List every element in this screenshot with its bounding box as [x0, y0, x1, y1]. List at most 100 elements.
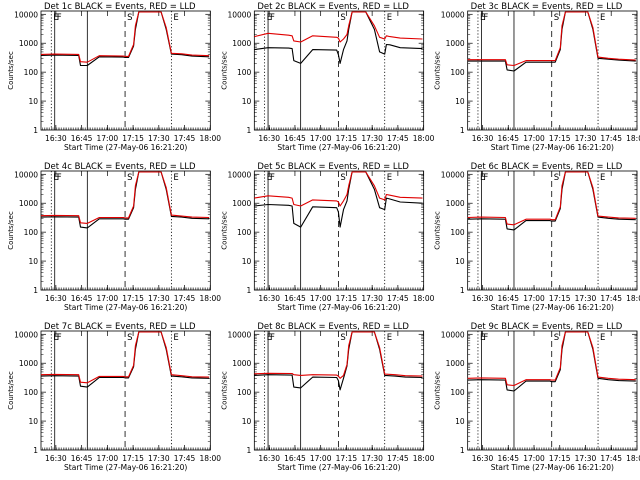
x-tick-label: 17:30: [148, 454, 170, 463]
y-tick-label: 1000: [19, 199, 38, 208]
y-tick-label: 10000: [14, 330, 38, 339]
detector-panel-1: Det 1c BLACK = Events, RED = LLD 1 10 100 10…: [7, 2, 221, 152]
y-tick-label: 1000: [446, 39, 465, 48]
x-tick-label: 17:00: [523, 454, 545, 463]
x-tick-label: 17:15: [549, 294, 571, 303]
y-tick-label: 10000: [227, 170, 251, 179]
x-tick-label: 17:30: [148, 134, 170, 143]
marker-label: E: [480, 333, 485, 343]
y-tick-label: 1: [247, 126, 252, 135]
x-axis-label: Start Time (27-May-06 16:21:20): [64, 143, 187, 152]
x-tick-label: 17:15: [122, 294, 144, 303]
x-tick-label: 18:00: [626, 294, 640, 303]
x-tick-label: 17:45: [174, 134, 196, 143]
x-tick-label: 17:15: [549, 134, 571, 143]
marker-label: S: [554, 173, 559, 183]
y-axis-label: Counts/sec: [7, 51, 15, 90]
series-line-events: [40, 331, 210, 388]
plot-frame: [40, 10, 211, 131]
x-axis-label: Start Time (27-May-06 16:21:20): [277, 463, 400, 472]
x-tick-label: 17:15: [336, 454, 358, 463]
marker-label: S: [127, 173, 132, 183]
series-line-lld: [467, 11, 636, 67]
detector-panel-6: Det 6c BLACK = Events, RED = LLD 1 10 100 10…: [434, 162, 640, 312]
x-tick-label: 16:45: [497, 134, 519, 143]
x-tick-label: 16:30: [472, 454, 494, 463]
marker-label: E: [480, 13, 485, 23]
y-tick-label: 1: [247, 446, 252, 455]
x-tick-label: 18:00: [413, 294, 435, 303]
y-axis-label: Counts/sec: [434, 51, 442, 90]
y-tick-label: 1: [33, 126, 38, 135]
detector-panel-7: Det 7c BLACK = Events, RED = LLD 1 10 100 10…: [7, 322, 221, 472]
y-tick-label: 100: [24, 388, 39, 397]
x-tick-label: 17:00: [523, 294, 545, 303]
series-line-events: [254, 331, 423, 391]
y-tick-label: 100: [24, 228, 39, 237]
x-tick-label: 17:00: [97, 294, 119, 303]
x-tick-label: 18:00: [626, 134, 640, 143]
y-tick-label: 1000: [232, 39, 251, 48]
x-tick-label: 16:30: [45, 454, 67, 463]
marker-label: F: [57, 333, 62, 343]
marker-label: S: [127, 333, 132, 343]
y-tick-label: 10000: [441, 10, 465, 19]
panel-title: Det 6c BLACK = Events, RED = LLD: [471, 162, 623, 172]
y-tick-label: 1000: [446, 199, 465, 208]
marker-label: E: [387, 333, 392, 343]
detector-panel-5: Det 5c BLACK = Events, RED = LLD 1 10 100 10…: [220, 162, 434, 312]
y-tick-label: 10000: [14, 10, 38, 19]
plot-frame: [467, 10, 638, 131]
y-axis-label: Counts/sec: [7, 211, 15, 250]
y-tick-label: 100: [450, 228, 465, 237]
y-tick-label: 10: [455, 417, 465, 426]
marker-label: F: [270, 13, 275, 23]
marker-label: F: [270, 333, 275, 343]
panel-title: Det 9c BLACK = Events, RED = LLD: [471, 322, 623, 332]
y-tick-label: 10: [28, 257, 38, 266]
y-axis-label: Counts/sec: [220, 51, 228, 90]
marker-label: E: [267, 13, 272, 23]
marker-label: E: [267, 333, 272, 343]
x-tick-label: 16:45: [71, 454, 93, 463]
series-line-events: [467, 11, 636, 72]
y-tick-label: 1000: [446, 359, 465, 368]
y-tick-label: 100: [450, 68, 465, 77]
x-tick-label: 16:45: [71, 134, 93, 143]
x-axis-label: Start Time (27-May-06 16:21:20): [491, 143, 614, 152]
y-axis-label: Counts/sec: [220, 371, 228, 410]
y-tick-label: 10: [28, 97, 38, 106]
marker-label: E: [53, 333, 58, 343]
y-tick-label: 100: [450, 388, 465, 397]
y-tick-label: 10000: [441, 170, 465, 179]
series-line-lld: [254, 171, 423, 207]
panel-title: Det 2c BLACK = Events, RED = LLD: [257, 2, 409, 12]
x-tick-label: 16:45: [497, 454, 519, 463]
marker-label: E: [600, 173, 605, 183]
y-tick-label: 10: [455, 257, 465, 266]
y-tick-label: 10: [242, 257, 252, 266]
x-tick-label: 17:45: [174, 454, 196, 463]
marker-label: E: [600, 13, 605, 23]
x-tick-label: 17:00: [310, 294, 332, 303]
y-tick-label: 10000: [441, 330, 465, 339]
y-tick-label: 10000: [14, 170, 38, 179]
x-tick-label: 17:30: [148, 294, 170, 303]
plot-frame: [467, 170, 638, 291]
x-tick-label: 17:30: [361, 134, 383, 143]
y-axis-label: Counts/sec: [7, 371, 15, 410]
x-tick-label: 16:45: [284, 294, 306, 303]
x-tick-label: 17:30: [575, 134, 597, 143]
y-tick-label: 10: [242, 97, 252, 106]
detector-panel-2: Det 2c BLACK = Events, RED = LLD 1 10 100 10…: [220, 2, 434, 152]
panel-title: Det 4c BLACK = Events, RED = LLD: [44, 162, 196, 172]
x-tick-label: 17:00: [310, 454, 332, 463]
x-tick-label: 16:30: [472, 294, 494, 303]
x-tick-label: 16:30: [258, 454, 280, 463]
plot-frame: [40, 170, 211, 291]
x-tick-label: 17:00: [97, 134, 119, 143]
series-line-events: [40, 11, 210, 67]
x-tick-label: 18:00: [413, 134, 435, 143]
y-tick-label: 1: [33, 446, 38, 455]
y-tick-label: 1000: [19, 359, 38, 368]
